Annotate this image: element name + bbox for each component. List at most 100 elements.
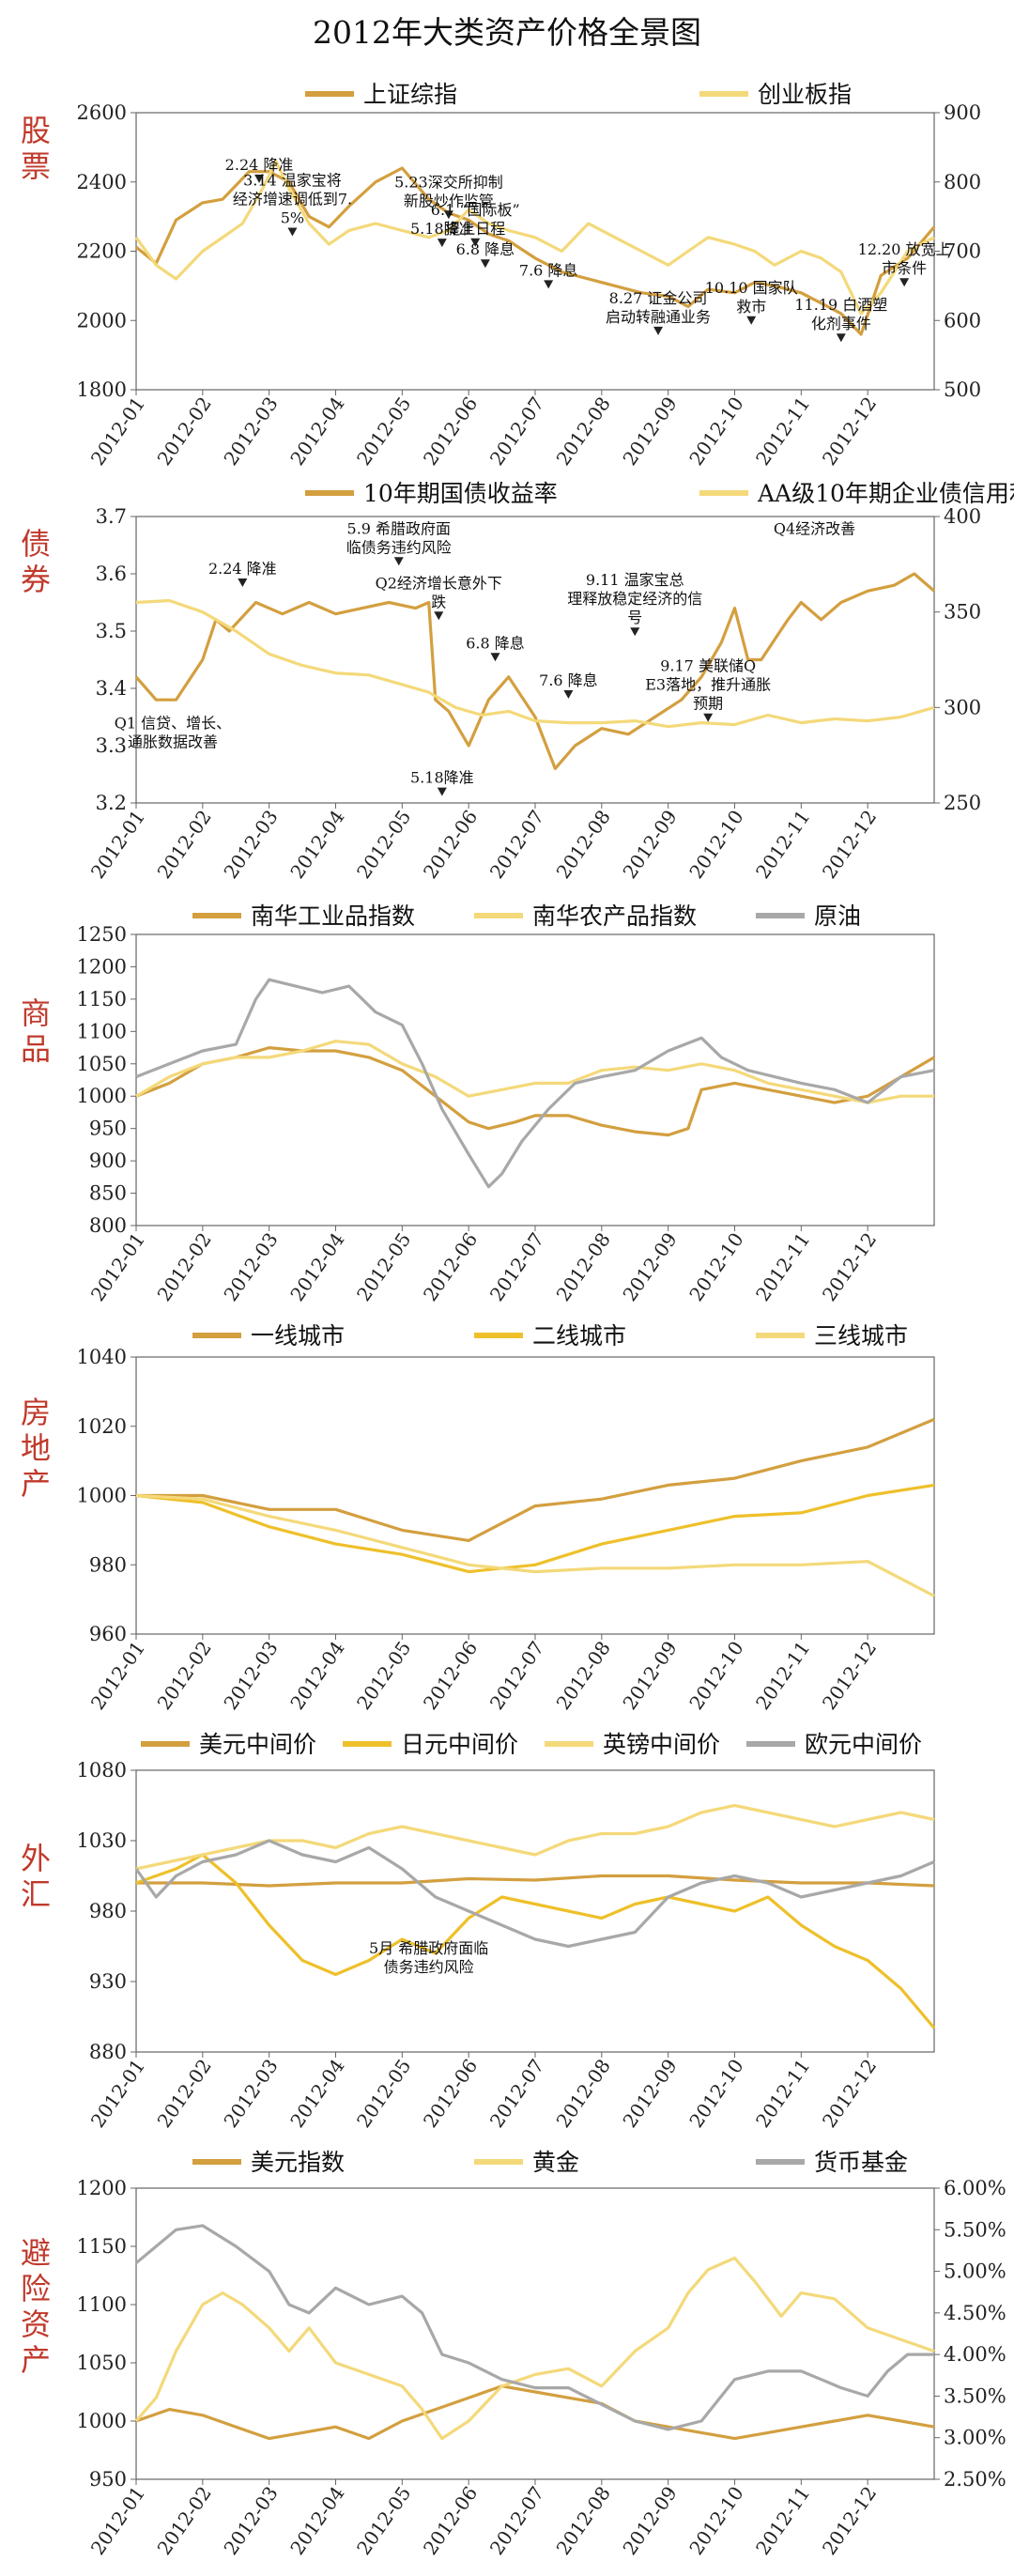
x-tick-label: 2012-08 [552, 393, 615, 470]
panel-label-char: 券 [21, 562, 51, 597]
series-line [136, 1417, 935, 1542]
x-tick-label: 2012-11 [751, 1637, 814, 1714]
annotation-arrow [703, 713, 714, 722]
x-tick-label: 2012-03 [219, 2482, 282, 2559]
x-tick-label: 2012-06 [419, 806, 482, 883]
y-tick-label: 1000 [77, 1085, 127, 1107]
legend-label: 上证综指 [363, 81, 457, 108]
annotation-text: 2.24 降准 [208, 560, 277, 578]
annotation-text: 理释放稳定经济的信 [567, 590, 702, 608]
x-tick-label: 2012-05 [352, 2055, 415, 2132]
chart-fx: 外汇 880 930 980 1030 1080 2012-01 2012-02 2012-03… [21, 1731, 936, 2132]
annotation-text: 临债务违约风险 [346, 538, 452, 556]
annotation-arrow [653, 326, 664, 335]
panel-label-char: 商 [21, 995, 51, 1031]
annotation-arrow [238, 578, 248, 587]
annotation-arrow [443, 210, 453, 220]
legend-label: 欧元中间价 [805, 1731, 922, 1758]
legend-label: 10年期国债收益率 [363, 480, 558, 507]
panel-label-char: 票 [21, 148, 51, 184]
x-tick-label: 2012-03 [219, 2055, 282, 2132]
x-tick-label: 2012-02 [153, 806, 216, 883]
annotation-text: 跌 [431, 593, 446, 610]
x-tick-label: 2012-02 [153, 1637, 216, 1714]
annotation-text: 化剂事件 [811, 315, 871, 332]
panel-label-char: 房 [21, 1395, 51, 1430]
y-tick-label: 980 [89, 1900, 127, 1922]
x-tick-label: 2012-01 [86, 393, 149, 470]
y-tick-label: 1030 [77, 1829, 127, 1852]
y-tick-label: 1200 [77, 2177, 127, 2199]
annotation-arrow [470, 238, 481, 247]
series-line [135, 2384, 935, 2441]
annotation-text: Q2经济增长意外下 [376, 574, 502, 592]
legend-label: 黄金 [532, 2149, 579, 2176]
x-tick-label: 2012-09 [618, 806, 681, 883]
y-tick-label: 960 [89, 1623, 127, 1645]
legend-label: 一线城市 [251, 1322, 345, 1350]
series-line [135, 598, 935, 729]
y-tick-label: 1150 [77, 988, 127, 1010]
y2-tick-label: 700 [944, 240, 981, 263]
series-line [135, 1483, 935, 1574]
y-tick-label: 3.7 [96, 505, 127, 528]
annotation-text: 5月 希腊政府面临 [369, 1939, 488, 1957]
x-tick-label: 2012-07 [485, 806, 548, 883]
plot-frame [135, 112, 935, 391]
annotation-text: Q1 信贷、增长、 [115, 715, 231, 733]
legend-label: 南华农产品指数 [532, 902, 697, 930]
annotation-text: 债务违约风险 [384, 1958, 474, 1976]
annotation-text: 救市 [736, 298, 766, 316]
x-tick-label: 2012-10 [684, 393, 747, 470]
series-line [135, 1853, 936, 2029]
annotation-arrow [563, 689, 574, 699]
x-tick-label: 2012-12 [818, 2482, 881, 2559]
y-tick-label: 2600 [77, 101, 127, 124]
annotation-text: 经济增速调低到7. [233, 190, 352, 208]
x-tick-label: 2012-08 [552, 806, 615, 883]
x-tick-label: 2012-01 [86, 1637, 149, 1714]
y2-tick-label: 6.00% [944, 2177, 1006, 2199]
series-line [135, 1040, 934, 1104]
y-tick-label: 1200 [77, 955, 127, 978]
y-tick-label: 3.4 [96, 677, 127, 700]
annotation-arrow [437, 239, 447, 248]
annotation-text: 5.9 希腊政府面 [347, 519, 452, 537]
annotation-text: 11.19 白酒塑 [794, 296, 887, 314]
annotation-text: E3落地，推升通胀 [645, 676, 771, 694]
annotation-text: 号 [627, 609, 642, 626]
x-tick-label: 2012-06 [419, 2482, 482, 2559]
y-tick-label: 1000 [77, 1485, 127, 1507]
x-tick-label: 2012-07 [485, 1637, 548, 1714]
annotation-text: 预期 [693, 695, 723, 713]
x-tick-label: 2012-02 [153, 2482, 216, 2559]
annotation-arrow [630, 627, 640, 637]
y-tick-label: 980 [89, 1553, 127, 1576]
annotation-arrow [480, 259, 490, 269]
annotation-arrow [899, 278, 910, 287]
annotation-arrow [434, 611, 444, 621]
y-tick-label: 1050 [77, 1053, 127, 1075]
x-tick-label: 2012-04 [285, 393, 348, 470]
y-tick-label: 1000 [77, 2410, 127, 2432]
annotation-arrow [746, 316, 757, 325]
x-tick-label: 2012-04 [285, 2482, 348, 2559]
x-tick-label: 2012-10 [684, 2055, 747, 2132]
plot-frame [135, 1356, 935, 1635]
x-tick-label: 2012-09 [618, 1637, 681, 1714]
x-tick-label: 2012-08 [552, 2482, 615, 2559]
y2-tick-label: 500 [944, 378, 981, 401]
x-tick-label: 2012-02 [153, 2055, 216, 2132]
annotation-text: 3.14 温家宝将 [243, 171, 342, 189]
y-tick-label: 900 [89, 1149, 127, 1172]
y2-tick-label: 400 [944, 505, 981, 528]
x-tick-label: 2012-01 [86, 2055, 149, 2132]
legend-label: 美元中间价 [199, 1731, 316, 1758]
x-tick-label: 2012-06 [419, 393, 482, 470]
y2-tick-label: 3.50% [944, 2384, 1006, 2407]
x-tick-label: 2012-09 [618, 1228, 681, 1305]
plot-frame [135, 1769, 935, 2053]
series-line [134, 1839, 935, 1949]
